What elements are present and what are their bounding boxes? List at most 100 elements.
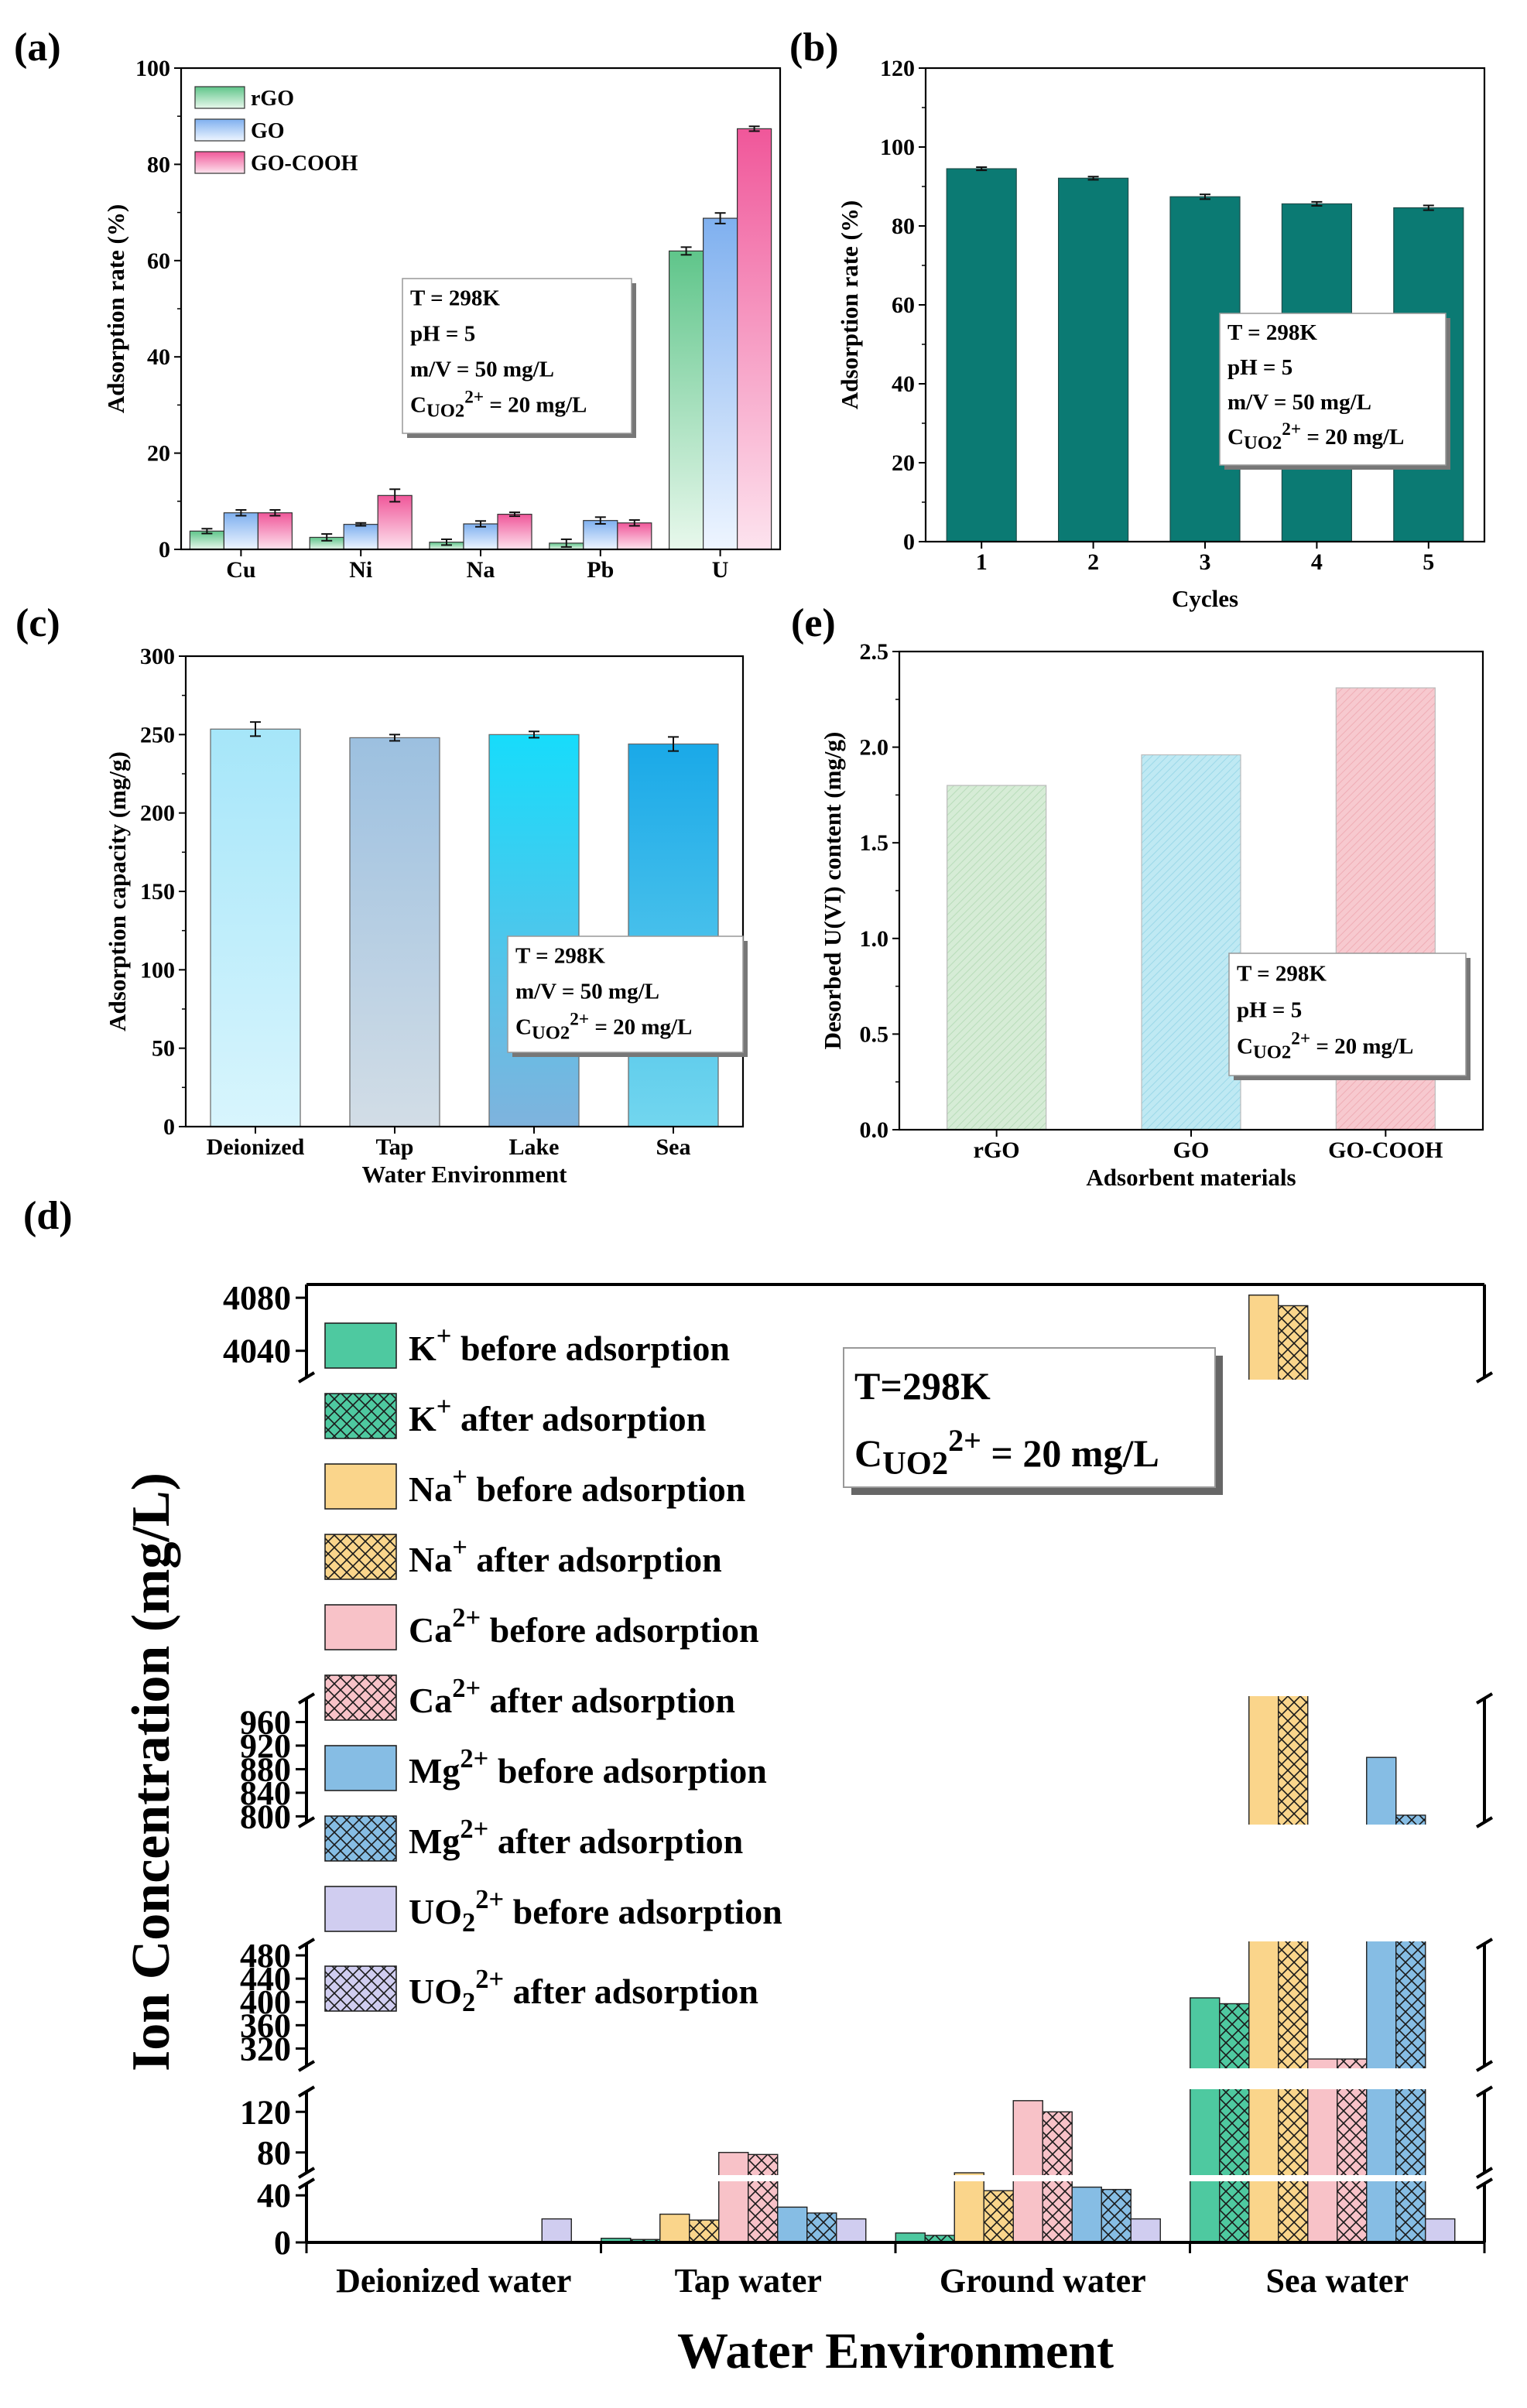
legend-label-rgo: rGO <box>251 87 294 111</box>
x-tick-label: Sea water <box>1266 2262 1409 2300</box>
y-tick-label: 840 <box>240 1774 291 1812</box>
y-tick-label: 1.5 <box>860 830 889 856</box>
x-tick-label: Tap <box>376 1134 414 1160</box>
bar-ca2-after-adsorption-tap-water <box>748 2153 779 2243</box>
panel-label: (b) <box>789 26 839 70</box>
axis-break-mark <box>297 2085 316 2098</box>
x-tick-label: 5 <box>1423 549 1434 575</box>
annotation-box-line-concentration: CUO22+ = 20 mg/L <box>515 1010 692 1044</box>
y-tick-label: 2.0 <box>860 735 889 761</box>
y-tick-label: 360 <box>240 2006 291 2044</box>
bar-tap-tap <box>349 737 440 1127</box>
y-tick-label: 40 <box>892 371 915 397</box>
panel-d: (d) Deionized water Tap water Ground water S… <box>23 1194 1494 2379</box>
y-tick-label: 0.0 <box>860 1117 889 1143</box>
x-tick-label: Na <box>467 557 495 583</box>
legend-label: UO22+ before adsorption <box>409 1885 782 1938</box>
y-tick-label: 0 <box>903 529 915 555</box>
bar-uo2-2-before-adsorption-sea-water <box>1425 2218 1456 2243</box>
axis-break-mark <box>297 1371 316 1384</box>
y-tick-label: 4040 <box>223 1332 291 1370</box>
annotation-box <box>402 278 632 434</box>
annotation-box-line: m/V = 50 mg/L <box>1227 390 1371 415</box>
bar-mg2-after-adsorption-tap-water <box>806 2212 837 2243</box>
y-tick-label: 300 <box>140 644 175 669</box>
legend-swatch-go <box>194 118 245 142</box>
y-tick-label: 20 <box>147 441 170 467</box>
legend-label: K+ before adsorption <box>409 1322 730 1368</box>
legend-swatch <box>324 1965 397 2012</box>
y-tick-label: 40 <box>257 2177 291 2215</box>
legend-swatch-rgo <box>194 86 245 109</box>
legend-label: Na+ before adsorption <box>409 1462 745 1509</box>
axis-break-mark <box>297 2060 316 2072</box>
bar-go-ni <box>343 524 378 550</box>
legend-swatch <box>324 1393 397 1439</box>
y-tick-label: 0.5 <box>860 1021 889 1047</box>
y-tick-label: 0 <box>274 2224 291 2262</box>
bar-k-before-adsorption-sea-water <box>1190 1997 1221 2243</box>
panel-label: (c) <box>15 601 60 645</box>
legend-label: UO22+ after adsorption <box>409 1965 758 2017</box>
bar-go-pb <box>583 520 618 550</box>
x-tick-label: Ground water <box>940 2262 1146 2300</box>
bar-1-1 <box>946 168 1017 542</box>
legend-label-go-cooh: GO-COOH <box>251 152 358 176</box>
legend-swatch <box>324 1322 397 1369</box>
bar-na-after-adsorption-tap-water <box>689 2219 720 2243</box>
axis-break-mark <box>1475 2177 1494 2190</box>
y-tick-label: 60 <box>147 248 170 274</box>
y-axis-label: Ion Concentration (mg/L) <box>122 1473 181 2071</box>
annotation-box-line: m/V = 50 mg/L <box>515 980 659 1004</box>
panel-a: (a) Cu Ni Na Pb U 0 20 40 60 80 100 Adsorption rate … <box>14 26 782 583</box>
annotation-box-line-concentration: CUO22+ = 20 mg/L <box>1227 419 1404 453</box>
legend-swatch <box>324 1463 397 1510</box>
panel-label: (e) <box>791 601 836 645</box>
bar-lake-lake <box>488 734 580 1127</box>
y-axis-label: Adsorption rate (%) <box>102 204 129 413</box>
x-tick-label: Pb <box>587 557 614 583</box>
axis-break-gap <box>303 1825 1488 1941</box>
axis-break-mark <box>297 2177 316 2190</box>
y-tick-label: 2.5 <box>860 639 889 665</box>
bar-ca2-before-adsorption-ground-water <box>1012 2100 1043 2243</box>
axis-break-mark <box>1475 2085 1494 2098</box>
legend-swatch-go-cooh <box>194 151 245 174</box>
bar-rgo-rgo <box>947 785 1047 1130</box>
plot-frame <box>924 67 1486 543</box>
bar-go-cooh-u <box>736 128 772 550</box>
y-tick-label: 80 <box>257 2134 291 2172</box>
y-tick-label: 4080 <box>223 1279 291 1317</box>
y-tick-label: 400 <box>240 1983 291 2021</box>
annotation-box-line: pH = 5 <box>410 322 475 347</box>
bar-go-cu <box>223 512 258 550</box>
panel-e: (e) rGO GO GO-COOH 0.0 0.5 1.0 1.5 2.0 2.5 Desorbe… <box>791 601 1484 1191</box>
bar-go-cooh-cu <box>257 512 293 550</box>
y-tick-label: 100 <box>135 56 170 81</box>
legend-label-go: GO <box>251 119 285 143</box>
bar-mg2-after-adsorption-ground-water <box>1101 2188 1132 2243</box>
bar-uo2-2-before-adsorption-deionized-water <box>541 2218 572 2243</box>
y-tick-label: 0 <box>159 537 170 563</box>
bar-deionized-deionized <box>210 728 301 1127</box>
x-tick-label: Tap water <box>675 2262 822 2300</box>
y-axis-label: Adsorption rate (%) <box>836 200 863 409</box>
x-tick-label: rGO <box>974 1137 1020 1163</box>
x-tick-label: GO <box>1173 1137 1210 1163</box>
legend-label: Mg2+ before adsorption <box>409 1744 767 1791</box>
annotation-box-line: T = 298K <box>410 286 500 311</box>
y-tick-label: 200 <box>140 801 175 826</box>
x-tick-label: Cu <box>226 557 255 583</box>
x-tick-label: Lake <box>508 1134 559 1160</box>
x-tick-label: U <box>712 557 729 583</box>
bar-na-after-adsorption-ground-water <box>983 2190 1014 2243</box>
axis-break-mark <box>1475 1692 1494 1705</box>
y-tick-label: 100 <box>140 957 175 983</box>
bar-go-cooh-ni <box>377 494 413 550</box>
axis-break-mark <box>1475 1371 1494 1384</box>
panel-label: (d) <box>23 1194 73 1238</box>
x-tick-label: 2 <box>1087 549 1099 575</box>
annotation-box-line: pH = 5 <box>1237 997 1302 1022</box>
bar-go-na <box>463 523 498 550</box>
